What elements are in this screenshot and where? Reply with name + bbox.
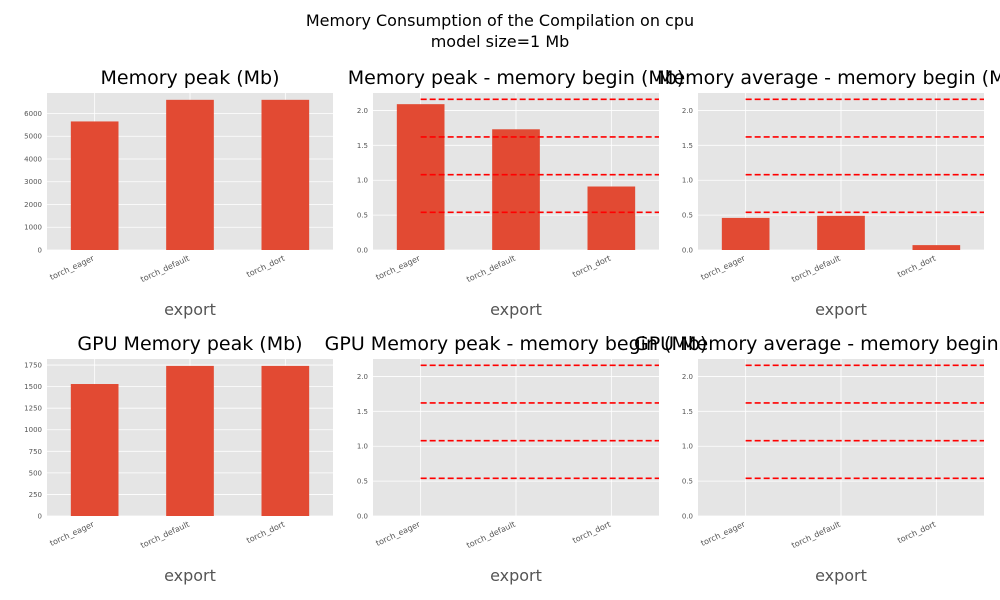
x-tick-label: torch_default bbox=[790, 520, 842, 550]
x-tick-label: torch_dort bbox=[896, 520, 937, 545]
y-tick-label: 5000 bbox=[24, 133, 42, 141]
x-tick-label: torch_dort bbox=[571, 254, 612, 279]
y-tick-label: 1000 bbox=[24, 426, 42, 434]
y-tick-label: 0 bbox=[38, 513, 42, 521]
y-tick-label: 2.0 bbox=[682, 107, 693, 115]
y-tick-label: 0.0 bbox=[682, 247, 693, 255]
y-tick-label: 0.5 bbox=[357, 212, 368, 220]
y-tick-label: 250 bbox=[29, 491, 42, 499]
x-tick-label: torch_dort bbox=[571, 520, 612, 545]
x-tick-label: torch_default bbox=[790, 254, 842, 284]
y-tick-label: 1500 bbox=[24, 383, 42, 391]
x-axis-label: export bbox=[490, 566, 542, 585]
x-tick-label: torch_default bbox=[139, 254, 191, 284]
y-tick-label: 750 bbox=[29, 448, 42, 456]
y-tick-label: 2.0 bbox=[357, 373, 368, 381]
bar-torch-eager bbox=[721, 217, 770, 250]
y-tick-label: 0.0 bbox=[357, 247, 368, 255]
x-tick-label: torch_default bbox=[465, 520, 517, 550]
bar-torch-dort bbox=[587, 186, 636, 250]
y-tick-label: 0 bbox=[38, 247, 42, 255]
x-tick-label: torch_eager bbox=[699, 253, 747, 282]
subplot-6: 0.0 0.5 1.0 1.5 2.0 torch_eager torch_default t… bbox=[634, 333, 1000, 585]
y-tick-label: 1.5 bbox=[357, 408, 368, 416]
x-tick-label: torch_dort bbox=[896, 254, 937, 279]
x-tick-label: torch_eager bbox=[699, 519, 747, 548]
subplot-title: GPU Memory peak (Mb) bbox=[77, 333, 302, 355]
bar-torch-dort bbox=[261, 365, 310, 516]
x-tick-label: torch_eager bbox=[48, 253, 96, 282]
y-tick-label: 6000 bbox=[24, 110, 42, 118]
subplot-title: GPU Memory peak - memory begin (Mb) bbox=[325, 333, 708, 355]
y-tick-label: 1.0 bbox=[682, 443, 693, 451]
y-tick-label: 500 bbox=[29, 469, 42, 477]
subplot-4: 0 250 500 750 1000 1250 1500 1750 torch_eager tor… bbox=[24, 333, 333, 585]
y-tick-label: 1.5 bbox=[357, 142, 368, 150]
y-tick-label: 1.5 bbox=[682, 408, 693, 416]
y-tick-label: 1750 bbox=[24, 362, 42, 370]
x-tick-label: torch_dort bbox=[245, 520, 286, 545]
y-tick-label: 0.5 bbox=[682, 478, 693, 486]
x-tick-label: torch_eager bbox=[48, 519, 96, 548]
x-axis-label: export bbox=[490, 300, 542, 319]
bar-torch-default bbox=[492, 129, 540, 250]
x-tick-label: torch_eager bbox=[374, 519, 422, 548]
subplot-3: 0.0 0.5 1.0 1.5 2.0 torch_eager torch_default t… bbox=[657, 67, 1000, 319]
y-tick-label: 3000 bbox=[24, 178, 42, 186]
bar-torch-eager bbox=[396, 104, 445, 250]
y-tick-label: 4000 bbox=[24, 155, 42, 163]
x-tick-label: torch_default bbox=[139, 520, 191, 550]
y-tick-label: 1250 bbox=[24, 405, 42, 413]
x-tick-label: torch_eager bbox=[374, 253, 422, 282]
subplot-title: GPU Memory average - memory begin (Mb) bbox=[634, 333, 1000, 355]
figure-title-line-1: Memory Consumption of the Compilation on… bbox=[305, 11, 695, 30]
bar-torch-eager bbox=[70, 384, 119, 516]
figure-title-line-2: model size=1 Mb bbox=[430, 32, 570, 51]
bar-torch-eager bbox=[70, 121, 119, 250]
subplot-title: Memory average - memory begin (Mb) bbox=[657, 67, 1000, 89]
bar-torch-dort bbox=[912, 245, 961, 250]
subplot-1: 0 1000 2000 3000 4000 5000 6000 torch_eager torc… bbox=[24, 67, 333, 319]
y-tick-label: 1000 bbox=[24, 224, 42, 232]
x-axis-label: export bbox=[164, 300, 216, 319]
subplot-title: Memory peak (Mb) bbox=[100, 67, 279, 89]
x-axis-label: export bbox=[815, 566, 867, 585]
bar-torch-default bbox=[166, 99, 214, 251]
y-tick-label: 0.0 bbox=[682, 513, 693, 521]
x-tick-label: torch_default bbox=[465, 254, 517, 284]
bar-torch-default bbox=[817, 215, 865, 250]
subplot-5: 0.0 0.5 1.0 1.5 2.0 torch_eager torch_default t… bbox=[325, 333, 708, 585]
y-tick-label: 1.0 bbox=[357, 443, 368, 451]
y-tick-label: 0.0 bbox=[357, 513, 368, 521]
subplot-title: Memory peak - memory begin (Mb) bbox=[348, 67, 685, 89]
y-tick-label: 2.0 bbox=[682, 373, 693, 381]
x-tick-label: torch_dort bbox=[245, 254, 286, 279]
subplot-2: 0.0 0.5 1.0 1.5 2.0 torch_eager torch_default t… bbox=[348, 67, 685, 319]
y-tick-label: 0.5 bbox=[357, 478, 368, 486]
y-tick-label: 1.5 bbox=[682, 142, 693, 150]
y-tick-label: 1.0 bbox=[357, 177, 368, 185]
x-axis-label: export bbox=[815, 300, 867, 319]
y-tick-label: 2.0 bbox=[357, 107, 368, 115]
y-tick-label: 0.5 bbox=[682, 212, 693, 220]
y-tick-label: 1.0 bbox=[682, 177, 693, 185]
bar-torch-dort bbox=[261, 99, 310, 251]
bar-torch-default bbox=[166, 365, 214, 516]
y-tick-label: 2000 bbox=[24, 201, 42, 209]
x-axis-label: export bbox=[164, 566, 216, 585]
